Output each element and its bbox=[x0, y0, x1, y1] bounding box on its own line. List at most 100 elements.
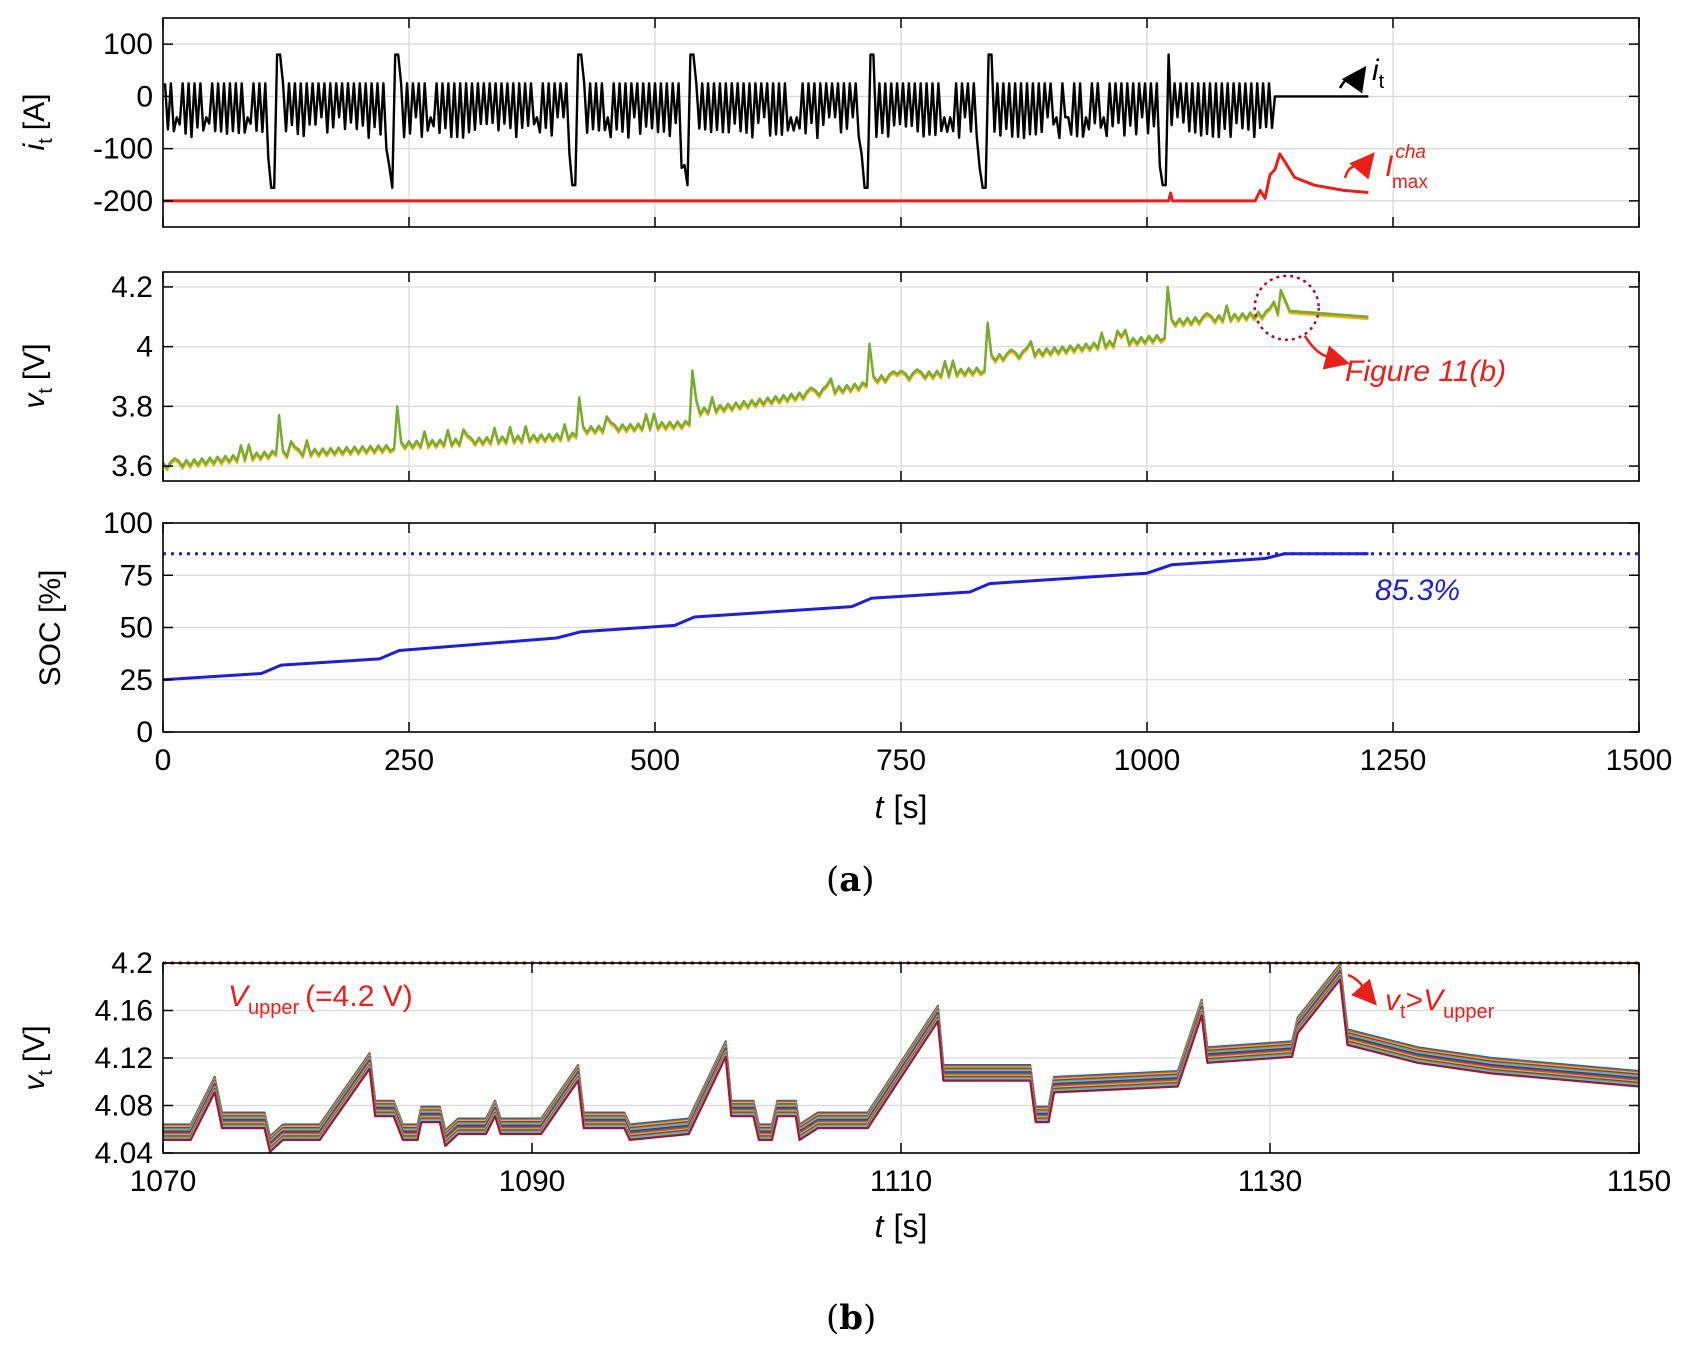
x-tick-label: 250 bbox=[384, 744, 434, 777]
zoom-plot: 1070 1090 1110 1130 11504.24.164.124.084.04 … bbox=[18, 947, 1671, 1244]
current-legend-arrow bbox=[1338, 65, 1367, 94]
voltage-line-cell bbox=[162, 288, 1369, 472]
voltage-grid bbox=[162, 272, 1640, 481]
soc-reference-label: 85.3% bbox=[1375, 574, 1460, 607]
zoom-annotation-sub2: upper bbox=[1443, 1001, 1494, 1023]
current-ylabel-sub: t bbox=[35, 138, 57, 144]
zoom-annotation-op: > bbox=[1406, 984, 1424, 1017]
soc-line bbox=[162, 552, 1369, 682]
y-tick-label: 4.16 bbox=[95, 995, 153, 1028]
y-tick-label: 3.8 bbox=[111, 390, 153, 423]
soc-ylabel: SOC [%] bbox=[34, 570, 67, 687]
caption-b-letter: b bbox=[839, 1298, 864, 1338]
x-tick-label: 1090 bbox=[499, 1165, 566, 1198]
zoom-xlabel: t [s] bbox=[875, 1208, 928, 1244]
current-ylabel-main: i bbox=[18, 142, 51, 150]
zoom-ticks: 1070 1090 1110 1130 1150 4.2 4.16 4.12 4.08 4.04 bbox=[95, 947, 1672, 1198]
voltage-line-cell bbox=[162, 285, 1369, 469]
y-tick-label: 0 bbox=[136, 716, 153, 749]
soc-xlabel-main: t bbox=[875, 789, 885, 825]
zoom-reference-rest: (=4.2 V) bbox=[305, 980, 413, 1013]
voltage-line bbox=[162, 285, 1369, 470]
x-tick-label: 750 bbox=[876, 744, 926, 777]
zoom-ylabel: vt [V] bbox=[18, 1025, 57, 1090]
limit-legend-arrow bbox=[1343, 152, 1375, 180]
zoom-annotation-main2: V bbox=[1423, 984, 1446, 1017]
caption-a-letter: a bbox=[839, 860, 862, 900]
zoom-annotation-main1: v bbox=[1385, 984, 1402, 1017]
zoom-annotation-label: vt>Vupper bbox=[1385, 984, 1495, 1023]
y-tick-label: 50 bbox=[120, 612, 153, 645]
soc-series bbox=[162, 552, 1639, 682]
voltage-zoom-arrow bbox=[1303, 335, 1350, 370]
zoom-annotation-arrow bbox=[1347, 973, 1377, 1006]
current-legend-label: it bbox=[1372, 54, 1385, 93]
zoom-xlabel-unit: [s] bbox=[894, 1208, 928, 1244]
y-tick-label: -100 bbox=[93, 133, 153, 166]
y-tick-label: 4 bbox=[136, 331, 153, 364]
current-legend-main: i bbox=[1372, 54, 1380, 87]
y-tick-label: -200 bbox=[93, 185, 153, 218]
y-tick-label: 0 bbox=[136, 80, 153, 113]
caption-a-open: ( bbox=[826, 860, 840, 900]
voltage-series bbox=[162, 285, 1369, 472]
zoom-ylabel-main: v bbox=[18, 1074, 51, 1091]
voltage-ylabel: vt [V] bbox=[18, 343, 57, 408]
voltage-ylabel-sub: t bbox=[35, 388, 57, 394]
limit-legend-sub: max bbox=[1392, 172, 1428, 193]
y-tick-label: 4.08 bbox=[95, 1090, 153, 1123]
y-tick-label: 4.2 bbox=[111, 947, 153, 980]
limit-line bbox=[163, 152, 1369, 203]
current-ylabel-unit: [A] bbox=[18, 94, 51, 131]
x-tick-label: 500 bbox=[630, 744, 680, 777]
x-tick-label: 1130 bbox=[1238, 1165, 1303, 1198]
zoom-cell-line bbox=[163, 978, 1640, 1153]
current-ylabel: it [A] bbox=[18, 94, 57, 151]
voltage-ylabel-main: v bbox=[18, 392, 51, 409]
y-tick-label: 75 bbox=[120, 559, 153, 592]
zoom-reference-sub: upper bbox=[248, 997, 299, 1019]
current-series bbox=[163, 53, 1369, 203]
current-ticks: 100 0 -100 -200 bbox=[93, 18, 1640, 227]
caption-b: (b) bbox=[826, 1298, 876, 1338]
caption-b-open: ( bbox=[826, 1298, 840, 1338]
y-tick-label: 100 bbox=[103, 507, 153, 540]
caption-a: (a) bbox=[826, 860, 875, 900]
voltage-plot: 4.2 4 3.8 3.6 vt [V] Figure 11(b) bbox=[18, 271, 1640, 483]
x-tick-label: 1110 bbox=[870, 1165, 932, 1198]
x-tick-label: 1500 bbox=[1606, 744, 1673, 777]
x-tick-label: 1070 bbox=[130, 1165, 197, 1198]
zoom-reference-label: Vupper (=4.2 V) bbox=[228, 980, 413, 1019]
voltage-ticks: 4.2 4 3.8 3.6 bbox=[111, 271, 1640, 483]
voltage-line-cell bbox=[162, 287, 1369, 471]
zoom-ylabel-sub: t bbox=[35, 1070, 57, 1076]
voltage-figure-ref: Figure 11(b) bbox=[1345, 355, 1506, 388]
y-tick-label: 3.6 bbox=[111, 450, 153, 483]
x-tick-label: 1250 bbox=[1360, 744, 1427, 777]
current-legend-sub: t bbox=[1379, 71, 1385, 93]
zoom-ylabel-unit: [V] bbox=[18, 1025, 51, 1062]
x-tick-label: 1000 bbox=[1114, 744, 1181, 777]
caption-b-close: ) bbox=[863, 1298, 877, 1338]
y-tick-label: 25 bbox=[120, 664, 153, 697]
voltage-zoom-circle bbox=[1253, 274, 1320, 342]
limit-legend-sup: cha bbox=[1395, 142, 1426, 163]
zoom-reference-main: V bbox=[228, 980, 251, 1013]
x-tick-label: 1150 bbox=[1607, 1165, 1672, 1198]
y-tick-label: 4.2 bbox=[111, 271, 153, 304]
zoom-annotation-sub1: t bbox=[1400, 1001, 1406, 1023]
caption-a-close: ) bbox=[861, 860, 875, 900]
limit-legend-main: I bbox=[1385, 150, 1393, 183]
y-tick-label: 4.04 bbox=[95, 1137, 153, 1170]
soc-xlabel-unit: [s] bbox=[894, 789, 928, 825]
y-tick-label: 4.12 bbox=[95, 1042, 153, 1075]
y-tick-label: 100 bbox=[103, 28, 153, 61]
soc-xlabel: t [s] bbox=[875, 789, 928, 825]
voltage-ylabel-unit: [V] bbox=[18, 343, 51, 380]
current-line bbox=[163, 53, 1369, 190]
